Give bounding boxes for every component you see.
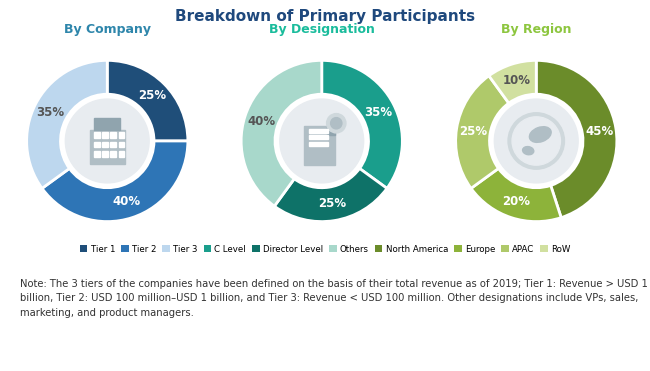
Ellipse shape: [523, 147, 534, 155]
Legend: Tier 1, Tier 2, Tier 3, C Level, Director Level, Others, North America, Europe, : Tier 1, Tier 2, Tier 3, C Level, Directo…: [76, 242, 574, 257]
Bar: [94, 142, 100, 147]
Bar: [309, 129, 328, 133]
Polygon shape: [326, 127, 335, 135]
Wedge shape: [107, 60, 188, 141]
Circle shape: [512, 117, 560, 165]
Bar: [103, 142, 108, 147]
Bar: [118, 132, 124, 138]
Circle shape: [280, 99, 363, 183]
Text: 25%: 25%: [460, 125, 488, 138]
Circle shape: [326, 114, 346, 133]
Wedge shape: [27, 60, 107, 188]
Bar: [111, 142, 116, 147]
Text: Breakdown of Primary Participants: Breakdown of Primary Participants: [175, 9, 475, 24]
Bar: [309, 142, 328, 146]
Bar: [309, 135, 328, 139]
Wedge shape: [42, 141, 188, 221]
Text: 40%: 40%: [113, 195, 141, 208]
Wedge shape: [471, 168, 561, 221]
Wedge shape: [274, 168, 387, 221]
Wedge shape: [241, 60, 322, 206]
Wedge shape: [489, 60, 536, 103]
Bar: [94, 151, 100, 157]
Text: 45%: 45%: [585, 125, 613, 138]
Text: 10%: 10%: [502, 74, 530, 87]
Text: 35%: 35%: [365, 106, 393, 119]
Title: By Designation: By Designation: [269, 23, 374, 36]
Circle shape: [66, 99, 149, 183]
Title: By Region: By Region: [501, 23, 571, 36]
Circle shape: [495, 99, 578, 183]
Bar: [111, 151, 116, 157]
Bar: [304, 127, 335, 165]
Circle shape: [508, 113, 564, 169]
Bar: [111, 132, 116, 138]
Bar: [94, 118, 120, 130]
Wedge shape: [536, 60, 617, 218]
Bar: [118, 151, 124, 157]
Text: Note: The 3 tiers of the companies have been defined on the basis of their total: Note: The 3 tiers of the companies have …: [20, 279, 647, 318]
Wedge shape: [456, 76, 509, 188]
Bar: [118, 142, 124, 147]
Bar: [94, 132, 100, 138]
Text: 25%: 25%: [138, 89, 166, 102]
Ellipse shape: [529, 127, 551, 142]
Circle shape: [331, 118, 342, 129]
Text: 40%: 40%: [247, 115, 275, 128]
Wedge shape: [322, 60, 402, 188]
Text: 20%: 20%: [502, 195, 530, 208]
Bar: [103, 132, 108, 138]
Text: 25%: 25%: [318, 197, 346, 210]
Bar: [103, 151, 108, 157]
Text: 35%: 35%: [36, 106, 64, 119]
Title: By Company: By Company: [64, 23, 151, 36]
Bar: [90, 130, 125, 164]
